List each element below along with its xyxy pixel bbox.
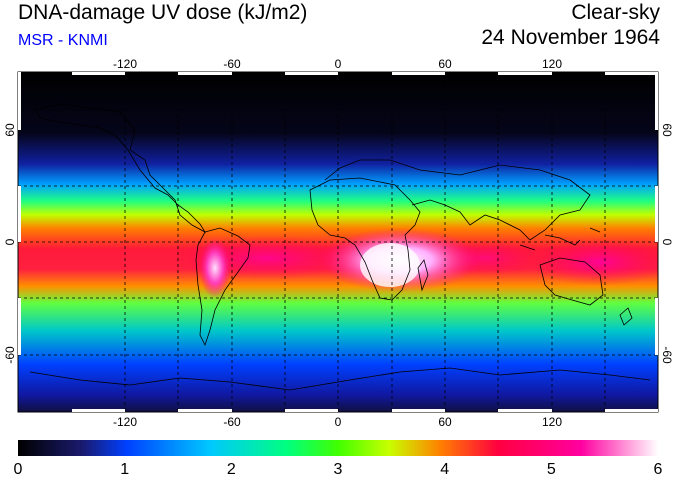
colorbar-label: 3: [334, 461, 343, 478]
lat-tick-right: 0: [660, 239, 674, 246]
colorbar-label: 4: [440, 461, 449, 478]
lat-tick-right: 60: [660, 123, 674, 137]
lon-labels-top: -120 -60 0 60 120: [113, 57, 562, 71]
date-label: 24 November 1964: [481, 26, 660, 49]
lon-tick-top: 120: [542, 57, 562, 71]
sky-condition-label: Clear-sky: [571, 1, 660, 24]
lat-labels-right: 60 0 -60: [660, 123, 674, 364]
lon-tick-bottom: 60: [438, 415, 452, 429]
source-label: MSR - KNMI: [18, 32, 108, 49]
lat-tick-left: 60: [3, 123, 17, 137]
lat-tick-left: -60: [3, 346, 17, 364]
lon-tick-top: -120: [113, 57, 137, 71]
map-title: DNA-damage UV dose (kJ/m2): [18, 1, 308, 24]
frame-ticks: [18, 72, 658, 412]
colorbar-label: 6: [654, 461, 663, 478]
lon-tick-top: -60: [223, 57, 241, 71]
colorbar-label: 0: [14, 461, 23, 478]
lon-tick-top: 60: [438, 57, 452, 71]
lon-tick-top: 0: [335, 57, 342, 71]
lon-tick-bottom: -120: [113, 415, 137, 429]
lat-tick-left: 0: [3, 238, 17, 245]
lon-tick-bottom: -60: [223, 415, 241, 429]
colorbar: [18, 440, 658, 456]
lat-tick-right: -60: [660, 346, 674, 364]
lat-labels-left: 60 0 -60: [3, 123, 17, 364]
lon-tick-bottom: 120: [542, 415, 562, 429]
graticule: [18, 72, 658, 412]
lon-tick-bottom: 0: [335, 415, 342, 429]
colorbar-label: 2: [227, 461, 236, 478]
coastlines: [29, 103, 651, 391]
colorbar-label: 1: [120, 461, 129, 478]
colorbar-label: 5: [547, 461, 556, 478]
colorbar-labels: 0 1 2 3 4 5 6: [14, 461, 663, 478]
lon-labels-bottom: -120 -60 0 60 120: [113, 415, 562, 429]
